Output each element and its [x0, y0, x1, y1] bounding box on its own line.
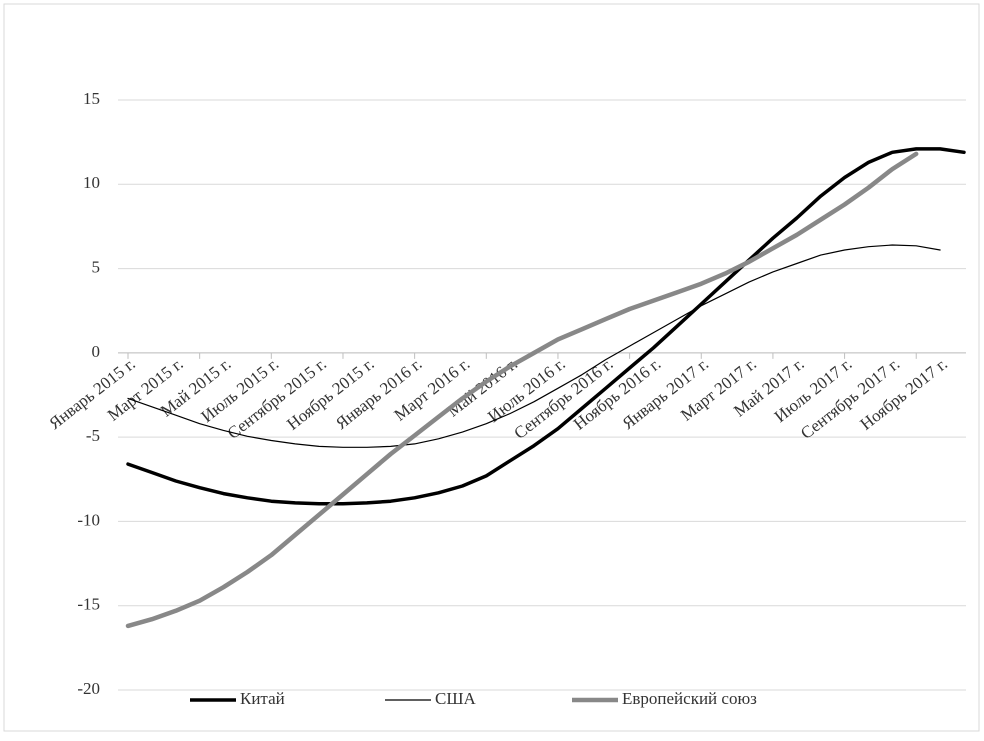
series-line — [125, 151, 919, 629]
y-tick-label: -5 — [86, 426, 100, 445]
legend-label: Китай — [240, 689, 285, 708]
y-tick-label: 5 — [92, 257, 101, 276]
legend-label: США — [435, 689, 476, 708]
series-line — [127, 244, 941, 448]
y-tick-label: -10 — [77, 510, 100, 529]
y-tick-label: -15 — [77, 595, 100, 614]
y-tick-label: 0 — [92, 342, 101, 361]
chart-frame — [3, 3, 980, 732]
y-tick-label: -20 — [77, 679, 100, 698]
y-tick-label: 10 — [83, 173, 100, 192]
y-tick-label: 15 — [83, 89, 100, 108]
series-line — [126, 147, 966, 506]
legend-label: Европейский союз — [622, 689, 757, 708]
